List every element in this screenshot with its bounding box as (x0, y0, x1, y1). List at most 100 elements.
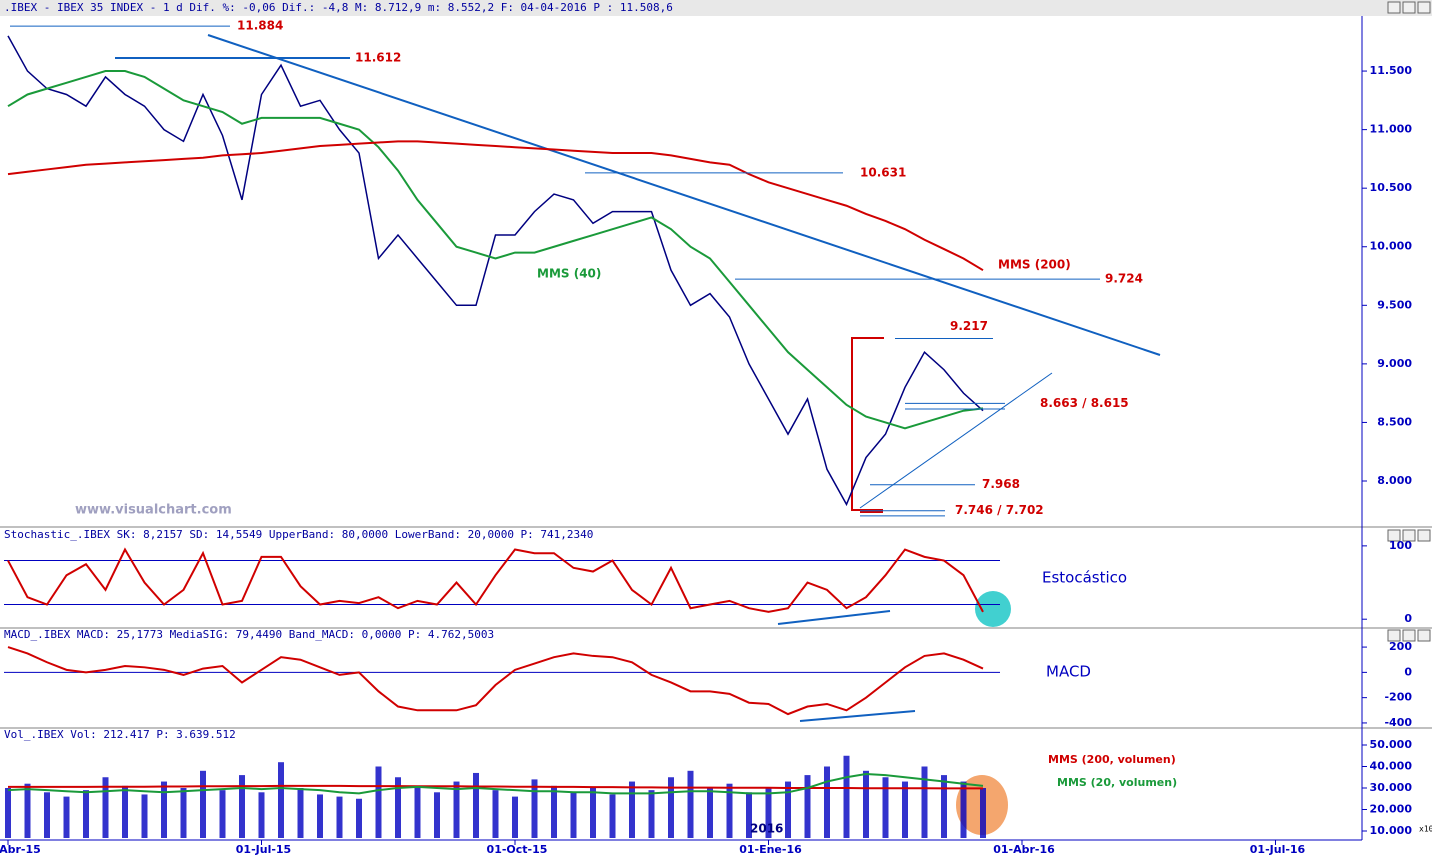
volume-bar (336, 796, 343, 838)
year-marker: 2016 (750, 822, 783, 836)
volume-bar (219, 790, 226, 838)
level-label: 7.968 (982, 477, 1020, 491)
highlight-circle (975, 591, 1011, 627)
trend-line (859, 372, 1053, 509)
volume-bar (512, 796, 518, 838)
volume-bar (609, 794, 616, 838)
x-tick-label: 01-Ene-16 (739, 843, 802, 856)
maximize-button[interactable] (1402, 1, 1416, 14)
panel-header: Stochastic_.IBEX SK: 8,2157 SD: 14,5549 … (4, 528, 593, 541)
y-tick-label: 10.000 (1370, 240, 1413, 253)
volume-bar (317, 794, 323, 838)
y-tick-label: -200 (1384, 691, 1412, 704)
y-tick-label: 0 (1404, 612, 1412, 625)
maximize-button[interactable] (1402, 529, 1416, 542)
volume-bar (843, 755, 850, 838)
level-label: 9.217 (950, 319, 988, 333)
panel-header: MACD_.IBEX MACD: 25,1773 MediaSIG: 79,44… (4, 628, 494, 641)
y-tick-label: 20.000 (1370, 803, 1413, 816)
close-button[interactable] (1417, 529, 1431, 542)
y-tick-label: 10.500 (1370, 181, 1413, 194)
y-tick-label: 0 (1404, 665, 1412, 678)
volume-bar (941, 775, 947, 838)
minimize-button[interactable] (1387, 629, 1401, 642)
series-line (7, 140, 984, 272)
watermark: www.visualchart.com (75, 503, 232, 518)
level-label: 8.663 / 8.615 (1040, 396, 1129, 410)
y-tick-label: 11.000 (1370, 123, 1413, 136)
volume-bar (434, 792, 440, 838)
series-line (7, 35, 984, 507)
y-tick-label: 100 (1389, 539, 1412, 552)
volume-bar (356, 798, 362, 838)
panel-header: Vol_.IBEX Vol: 212.417 P: 3.639.512 (4, 728, 236, 741)
close-button[interactable] (1417, 1, 1431, 14)
header-bar (0, 0, 1432, 16)
series-line (7, 773, 984, 795)
series-label: MMS (200) (998, 258, 1071, 272)
level-label: 10.631 (860, 165, 906, 179)
volume-bar (200, 770, 206, 838)
divergence-line (777, 610, 891, 625)
volume-bar (492, 790, 499, 838)
volume-bar (180, 788, 187, 838)
volume-bar (531, 779, 538, 838)
series-line (7, 547, 984, 613)
volume-bar (960, 781, 967, 838)
volume-bar (980, 788, 986, 838)
volume-bar (551, 785, 557, 838)
volume-bar (453, 781, 460, 838)
legend-entry: MMS (20, volumen) (1057, 776, 1177, 789)
trend-line (207, 34, 1161, 356)
window-buttons[interactable] (1387, 1, 1431, 642)
y-tick-label: 9.500 (1377, 298, 1412, 311)
x-tick-label: 01-Abr-15 (0, 843, 41, 856)
panel-header: .IBEX - IBEX 35 INDEX - 1 d Dif. %: -0,0… (4, 1, 673, 14)
volume-bar (473, 772, 479, 838)
series-line (7, 646, 984, 716)
maximize-button[interactable] (1402, 629, 1416, 642)
divergence-line (799, 710, 916, 722)
volume-bar (570, 792, 577, 838)
volume-bar (707, 788, 713, 838)
volume-bar (44, 792, 50, 838)
volume-bar (863, 770, 869, 838)
series-label: MMS (40) (537, 267, 601, 281)
y-tick-label: 8.500 (1377, 415, 1412, 428)
y-tick-label: 200 (1389, 640, 1412, 653)
x-tick-label: 01-Oct-15 (487, 843, 548, 856)
panel-separators (0, 16, 1432, 841)
volume-bar (726, 783, 733, 838)
volume-bar (258, 792, 265, 838)
volume-bar (375, 766, 382, 838)
volume-bar (83, 790, 89, 838)
minimize-button[interactable] (1387, 1, 1401, 14)
y-tick-label: 9.000 (1377, 357, 1412, 370)
volume-bar (902, 781, 908, 838)
volume-bar (63, 796, 70, 838)
volume-bar (122, 785, 128, 838)
volume-bar (687, 770, 694, 838)
y-tick-label: 30.000 (1370, 781, 1413, 794)
series-line (7, 70, 984, 430)
panel-label: Estocástico (1042, 569, 1127, 587)
range-bracket (851, 337, 884, 513)
scale-note: x10 (1419, 825, 1432, 834)
volume-bar (414, 788, 421, 838)
volume-bar (785, 781, 791, 838)
y-tick-label: 40.000 (1370, 760, 1413, 773)
volume-bar (804, 775, 811, 838)
volume-bar (668, 777, 674, 838)
x-tick-label: 01-Jul-16 (1250, 843, 1306, 856)
x-tick-label: 01-Abr-16 (993, 843, 1055, 856)
close-button[interactable] (1417, 629, 1431, 642)
y-tick-label: 11.500 (1370, 64, 1413, 77)
minimize-button[interactable] (1387, 529, 1401, 542)
volume-bar (24, 783, 31, 838)
volume-bar (590, 788, 596, 838)
volume-bar (648, 790, 655, 838)
volume-bar (239, 775, 245, 838)
volume-bar (141, 794, 148, 838)
level-label: 9.724 (1105, 272, 1143, 286)
